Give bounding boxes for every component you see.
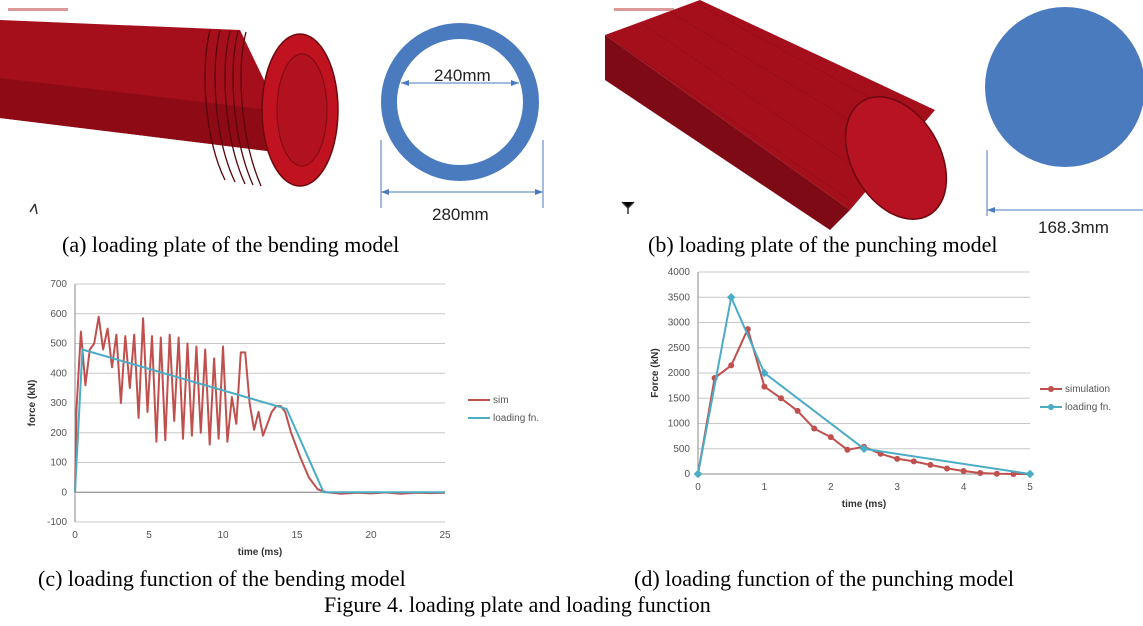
x-axis-label: time (ms) <box>238 547 282 558</box>
x-tick-label: 5 <box>1027 482 1033 493</box>
chart-bending-loading-function: -100 0 100 200 300 400 500 600 700 0 5 10 15 20 25 time… <box>27 279 539 558</box>
y-axis-label: Force (kN) <box>650 348 661 397</box>
legend-marker <box>1048 404 1054 410</box>
y-tick-label: 3000 <box>668 318 691 329</box>
diameter-dimension-label: 168.3mm <box>1038 218 1109 236</box>
y-tick-label: 200 <box>50 428 67 439</box>
inner-dimension-label: 240mm <box>434 66 491 85</box>
data-point <box>844 446 851 453</box>
pipe-end-cap <box>844 96 948 220</box>
y-tick-label: 600 <box>50 309 67 320</box>
data-point <box>726 293 736 302</box>
data-point <box>960 467 967 474</box>
data-point <box>910 458 917 465</box>
punching-model-illustration: 168.3mm <box>605 0 1143 236</box>
axis-triad-icon <box>621 201 635 214</box>
data-point <box>927 461 934 468</box>
legend-label: loading fn. <box>1065 402 1111 413</box>
data-point <box>977 469 984 476</box>
bending-model-illustration: 240mm 280mm <box>0 8 544 224</box>
x-tick-label: 1 <box>762 482 768 493</box>
y-tick-label: 0 <box>61 487 67 498</box>
y-tick-label: 2500 <box>668 343 691 354</box>
chart-punching-loading-function: 0 500 1000 1500 2000 2500 3000 3500 4000 0 1 2 3 4 5 ti… <box>650 267 1111 510</box>
caption-panel-c: (c) loading function of the bending mode… <box>38 566 406 591</box>
x-tick-label: 2 <box>828 482 834 493</box>
punching-loading-plate-disk <box>985 7 1143 216</box>
y-tick-label: 3500 <box>668 292 691 303</box>
data-point <box>728 362 735 369</box>
x-axis-label: time (ms) <box>842 499 886 510</box>
data-point <box>811 425 818 432</box>
y-tick-label: 2000 <box>668 368 691 379</box>
data-point <box>693 469 703 479</box>
y-tick-label: 1000 <box>668 419 691 430</box>
y-tick-label: 1500 <box>668 393 691 404</box>
axis-triad-icon <box>29 203 38 215</box>
caption-panel-b: (b) loading plate of the punching model <box>648 232 998 257</box>
data-point <box>778 395 784 402</box>
punching-pipe-model <box>605 0 948 230</box>
y-tick-label: 700 <box>50 279 67 290</box>
data-point <box>761 383 768 390</box>
y-tick-label: 400 <box>50 368 67 379</box>
figure-caption: Figure 4. loading plate and loading func… <box>324 592 711 617</box>
legend-label: loading fn. <box>493 413 539 424</box>
data-point <box>859 444 869 453</box>
software-header-mark <box>8 8 68 11</box>
x-tick-label: 15 <box>291 530 303 541</box>
y-tick-label: 500 <box>50 339 67 350</box>
x-tick-label: 20 <box>365 530 377 541</box>
y-tick-label: -100 <box>47 517 67 528</box>
caption-panel-a: (a) loading plate of the bending model <box>62 232 400 257</box>
series-line <box>74 315 446 495</box>
y-tick-label: 300 <box>50 398 67 409</box>
x-tick-label: 25 <box>439 530 451 541</box>
data-point <box>944 465 950 472</box>
data-point <box>894 455 901 462</box>
data-point <box>1025 469 1035 479</box>
bending-loading-plate-ring <box>380 23 544 208</box>
x-tick-label: 5 <box>146 530 152 541</box>
y-tick-label: 0 <box>684 469 690 480</box>
y-axis-label: force (kN) <box>27 380 38 427</box>
x-tick-label: 0 <box>72 530 78 541</box>
series-line <box>74 348 445 494</box>
data-point <box>993 470 1000 477</box>
data-point <box>827 434 834 441</box>
x-tick-label: 4 <box>961 482 967 493</box>
legend-marker <box>1048 386 1054 392</box>
legend-label: simulation <box>1065 384 1110 395</box>
data-point <box>760 368 769 378</box>
x-tick-label: 10 <box>217 530 229 541</box>
caption-panel-d: (d) loading function of the punching mod… <box>634 566 1015 591</box>
legend-label: sim <box>493 395 509 406</box>
data-point <box>794 407 801 414</box>
x-tick-label: 0 <box>695 482 701 493</box>
bending-pipe-model <box>0 20 339 187</box>
outer-dimension-label: 280mm <box>432 205 489 224</box>
x-tick-label: 3 <box>894 482 900 493</box>
y-tick-label: 500 <box>673 444 690 455</box>
y-tick-label: 100 <box>50 458 67 469</box>
y-tick-label: 4000 <box>668 267 691 278</box>
